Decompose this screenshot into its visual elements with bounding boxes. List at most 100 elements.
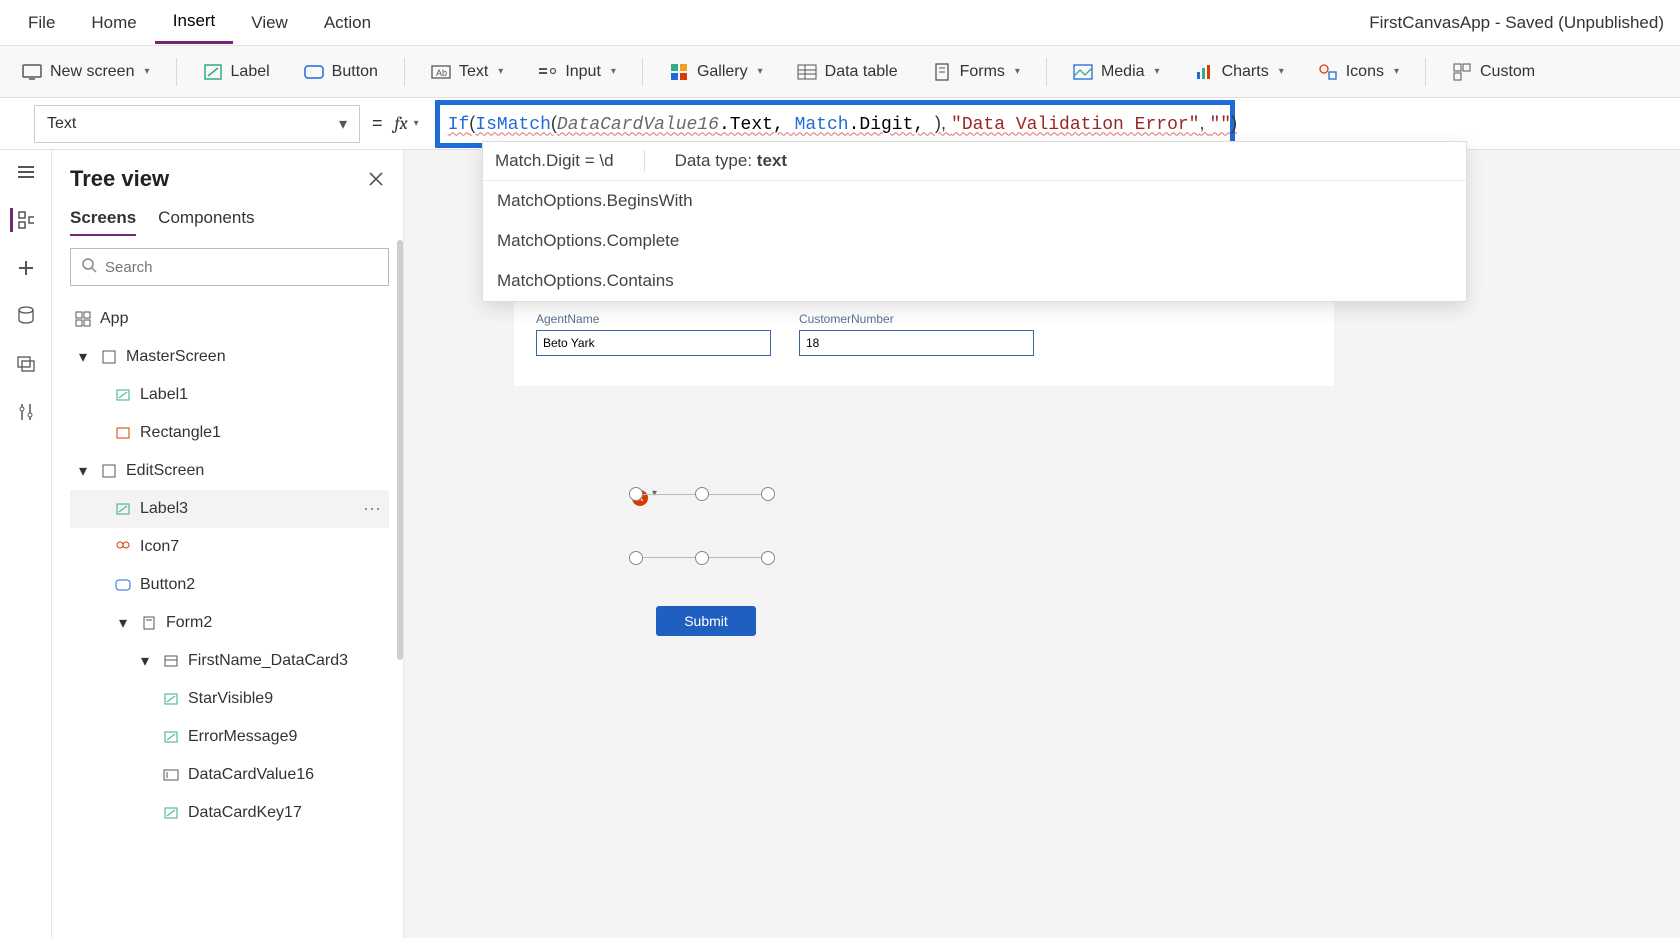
hamburger-icon[interactable]	[14, 160, 38, 184]
menu-action[interactable]: Action	[306, 3, 389, 43]
media-rail-icon[interactable]	[14, 352, 38, 376]
selection-handles[interactable]	[636, 494, 768, 558]
new-screen-label: New screen	[50, 63, 134, 81]
media-icon	[1073, 62, 1093, 82]
tree-node-form2[interactable]: ▾Form2	[70, 604, 389, 642]
text-button[interactable]: Ab Text ▾	[419, 56, 515, 88]
datatable-button[interactable]: Data table	[785, 56, 910, 88]
label-icon	[114, 386, 132, 404]
tree-node-errormessage9[interactable]: ErrorMessage9	[70, 718, 389, 756]
chevron-down-icon: ▾	[1279, 66, 1284, 77]
submit-button[interactable]: Submit	[656, 606, 756, 636]
fx-dropdown[interactable]: fx ▾	[395, 113, 419, 134]
datacard-icon	[162, 652, 180, 670]
equals-label: =	[366, 113, 389, 134]
screen-icon	[100, 462, 118, 480]
separator	[1046, 58, 1047, 86]
label-btn-label: Label	[231, 63, 270, 81]
charts-icon	[1194, 62, 1214, 82]
text-icon: Ab	[431, 62, 451, 82]
icons-icon	[1318, 62, 1338, 82]
tree-node-app[interactable]: App	[70, 300, 389, 338]
text-btn-label: Text	[459, 63, 488, 81]
menu-file[interactable]: File	[10, 3, 73, 43]
charts-button[interactable]: Charts ▾	[1182, 56, 1296, 88]
chevron-down-icon: ▾	[1015, 66, 1020, 77]
separator	[642, 58, 643, 86]
media-button[interactable]: Media ▾	[1061, 56, 1172, 88]
custno-input[interactable]	[799, 330, 1034, 356]
intellisense-datatype: Data type: text	[675, 151, 787, 171]
tree-node-label3[interactable]: Label3⋯	[70, 490, 389, 528]
tree-node-label1[interactable]: Label1	[70, 376, 389, 414]
tree-node-starvisible9[interactable]: StarVisible9	[70, 680, 389, 718]
treeview-icon[interactable]	[10, 208, 34, 232]
svg-text:Ab: Ab	[436, 68, 447, 78]
custom-icon	[1452, 62, 1472, 82]
add-icon[interactable]	[14, 256, 38, 280]
tree-node-datacardvalue16[interactable]: DataCardValue16	[70, 756, 389, 794]
data-icon[interactable]	[14, 304, 38, 328]
intellisense-popup: Match.Digit = \d Data type: text MatchOp…	[482, 141, 1467, 302]
rectangle-icon	[114, 424, 132, 442]
field-agent: AgentName	[536, 312, 771, 356]
more-icon[interactable]: ⋯	[363, 499, 389, 520]
close-icon[interactable]	[363, 166, 389, 192]
tree-node-masterscreen[interactable]: ▾MasterScreen	[70, 338, 389, 376]
intellisense-item-beginswith[interactable]: MatchOptions.BeginsWith	[483, 181, 1466, 221]
datatable-btn-label: Data table	[825, 63, 898, 81]
intellisense-item-contains[interactable]: MatchOptions.Contains	[483, 261, 1466, 301]
chevron-down-icon: ▾	[1155, 66, 1160, 77]
chevron-down-icon: ▾	[144, 66, 149, 77]
new-screen-button[interactable]: New screen ▾	[10, 56, 162, 88]
chevron-down-icon: ▾	[414, 118, 419, 129]
tree-node-icon7[interactable]: Icon7	[70, 528, 389, 566]
button-button[interactable]: Button	[292, 56, 390, 88]
property-dropdown[interactable]: Text ▾	[34, 105, 360, 143]
label-button[interactable]: Label	[191, 56, 282, 88]
treeview-tab-components[interactable]: Components	[158, 208, 254, 236]
chevron-down-icon: ▾	[611, 66, 616, 77]
button-icon	[304, 62, 324, 82]
icons-button[interactable]: Icons ▾	[1306, 56, 1411, 88]
separator	[404, 58, 405, 86]
selected-label3-element[interactable]: ✕ ▾	[642, 500, 762, 552]
chevron-down-icon: ▾	[339, 114, 347, 134]
screen-icon	[100, 348, 118, 366]
menu-insert[interactable]: Insert	[155, 1, 234, 44]
separator	[1425, 58, 1426, 86]
tree-node-rectangle1[interactable]: Rectangle1	[70, 414, 389, 452]
tree-node-editscreen[interactable]: ▾EditScreen	[70, 452, 389, 490]
formula-input[interactable]: If(IsMatch(DataCardValue16.Text, Match.D…	[446, 107, 1224, 141]
agent-label: AgentName	[536, 312, 771, 326]
insert-ribbon: New screen ▾ Label Button Ab Text ▾ Inpu…	[0, 46, 1680, 98]
media-btn-label: Media	[1101, 63, 1145, 81]
treeview-tab-screens[interactable]: Screens	[70, 208, 136, 236]
agent-input[interactable]	[536, 330, 771, 356]
menu-bar: File Home Insert View Action FirstCanvas…	[0, 0, 1680, 46]
input-btn-label: Input	[565, 63, 601, 81]
treeview-search-input[interactable]	[105, 259, 378, 276]
app-icon	[74, 310, 92, 328]
chevron-down-icon: ▾	[74, 462, 92, 480]
fx-icon: fx	[395, 113, 408, 134]
custom-button[interactable]: Custom	[1440, 56, 1547, 88]
table-icon	[797, 62, 817, 82]
chevron-down-icon: ▾	[758, 66, 763, 77]
gallery-button[interactable]: Gallery ▾	[657, 56, 775, 88]
tree-node-firstname-dc3[interactable]: ▾FirstName_DataCard3	[70, 642, 389, 680]
menu-home[interactable]: Home	[73, 3, 154, 43]
input-button[interactable]: Input ▾	[525, 56, 628, 88]
forms-button[interactable]: Forms ▾	[920, 56, 1032, 88]
tools-icon[interactable]	[14, 400, 38, 424]
chevron-down-icon: ▾	[498, 66, 503, 77]
tree-node-datacardkey17[interactable]: DataCardKey17	[70, 794, 389, 832]
tree-node-button2[interactable]: Button2	[70, 566, 389, 604]
button-icon	[114, 576, 132, 594]
left-rail	[0, 150, 52, 938]
intellisense-item-complete[interactable]: MatchOptions.Complete	[483, 221, 1466, 261]
form-icon	[140, 614, 158, 632]
label-icon	[114, 500, 132, 518]
menu-view[interactable]: View	[233, 3, 306, 43]
treeview-search[interactable]	[70, 248, 389, 286]
